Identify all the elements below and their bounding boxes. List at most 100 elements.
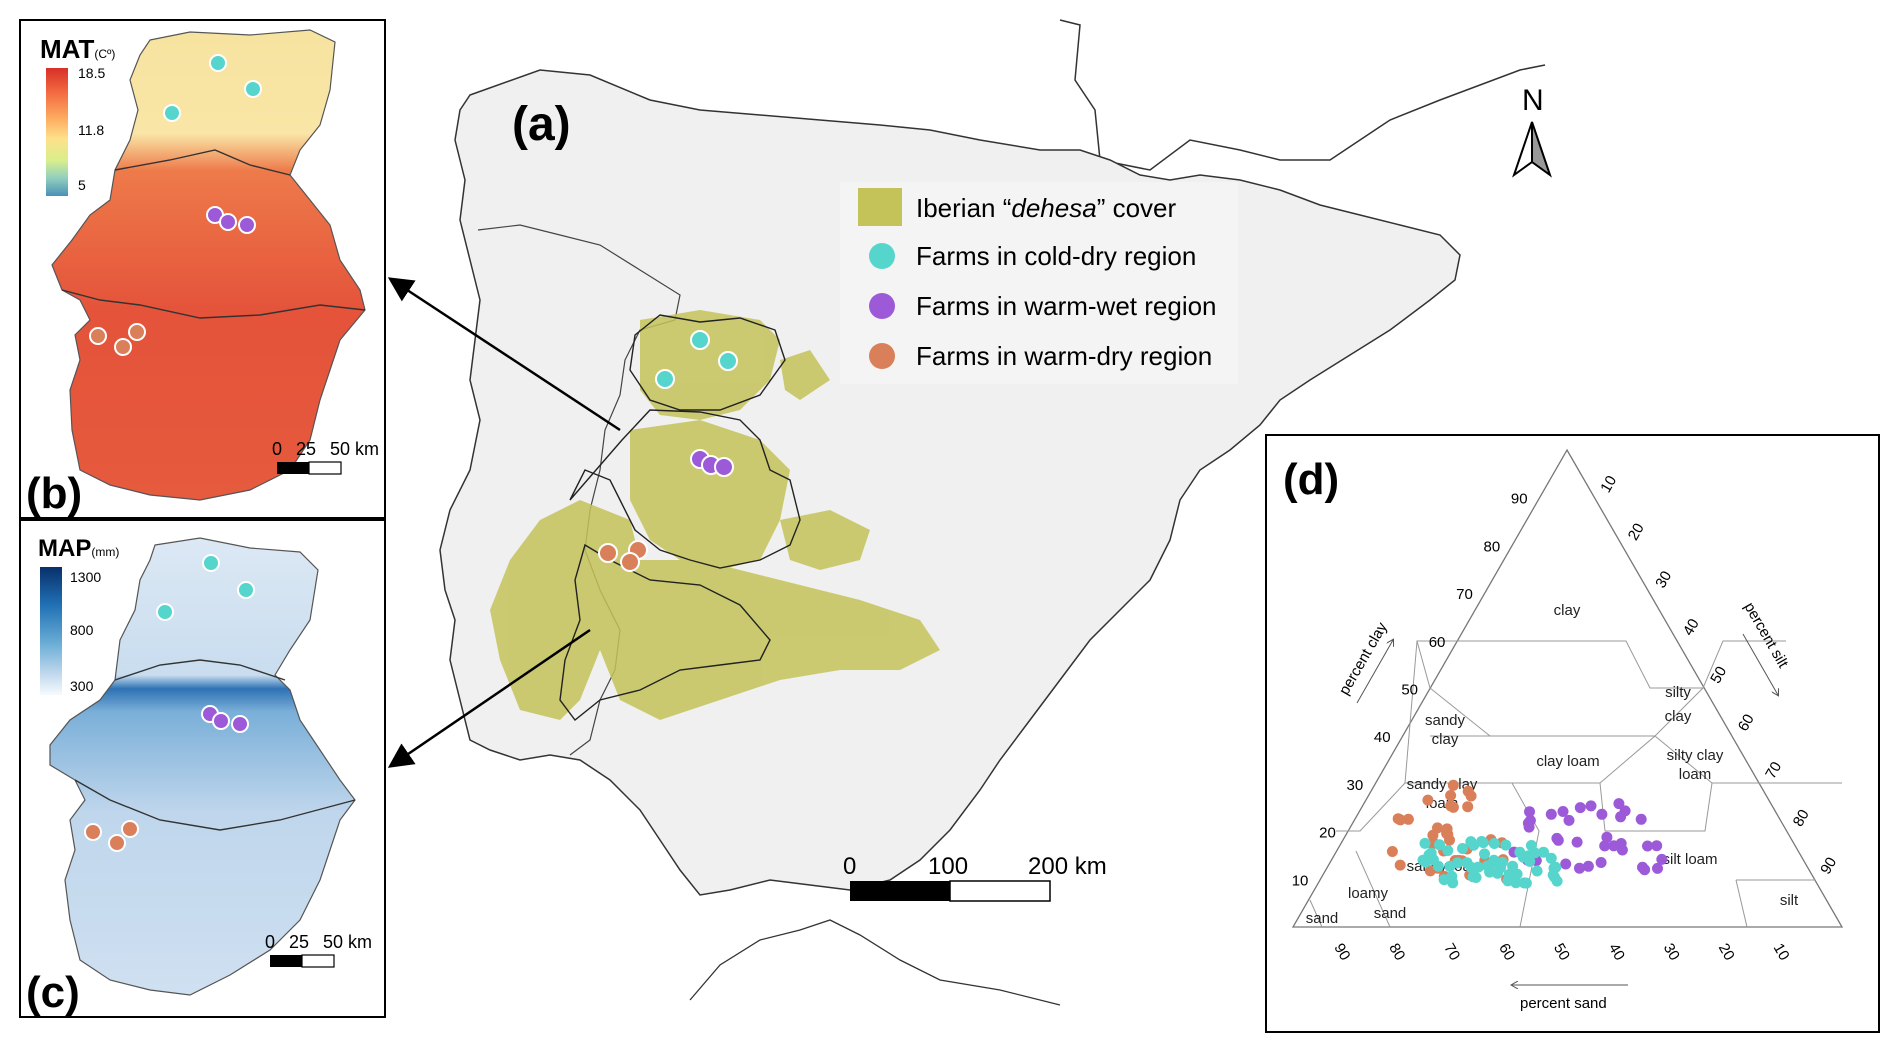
farm-cold-dry: [718, 351, 738, 371]
soil-sample-cold: [1517, 851, 1529, 863]
soil-sample-wet: [1599, 840, 1611, 852]
soil-sample-points: [1386, 779, 1668, 889]
soil-sample-cold: [1467, 871, 1479, 883]
soil-sample-dry: [1462, 785, 1474, 797]
france-coastline: [1059, 19, 1546, 171]
clay-tick-label: 70: [1456, 586, 1473, 603]
soil-sample-wet: [1582, 860, 1594, 872]
axis-title-sand: percent sand: [1520, 995, 1607, 1012]
soil-sample-wet: [1639, 864, 1651, 876]
soil-sample-dry: [1427, 829, 1439, 841]
soil-sample-dry: [1402, 813, 1414, 825]
clay-tick-label: 80: [1484, 538, 1501, 555]
map-region-border: [114, 659, 286, 681]
sand-tick-label: 50: [1550, 941, 1573, 964]
soil-sample-dry: [1447, 801, 1459, 813]
soil-sample-wet: [1523, 821, 1535, 833]
mat-region-map: [51, 29, 366, 501]
soil-sample-cold: [1476, 836, 1488, 847]
soil-sample-cold: [1511, 868, 1523, 880]
map-scale-tick-25: 25: [289, 932, 309, 952]
soil-sample-wet: [1656, 853, 1668, 865]
soil-sample-cold: [1500, 839, 1512, 851]
soil-sample-dry: [1462, 801, 1474, 813]
soil-sample-cold: [1447, 877, 1459, 889]
soil-sample-cold: [1434, 839, 1445, 851]
farm-warm-wet: [212, 712, 230, 730]
farm-warm-wet: [231, 715, 249, 733]
main-map-farms: [598, 330, 738, 572]
main-map: (a) N Iberian “dehesa” cover Farms in co…: [387, 19, 1552, 1006]
soil-sample-cold: [1545, 852, 1557, 864]
mat-title: MAT(Cº): [40, 34, 115, 64]
soil-sample-wet: [1616, 844, 1628, 856]
farm-cold-dry: [690, 330, 710, 350]
soil-sample-wet: [1652, 862, 1663, 874]
main-scale-tick-100: 100: [928, 853, 968, 880]
farm-cold-dry: [156, 603, 174, 621]
panel-a-label: (a): [512, 98, 571, 151]
clay-tick-label: 30: [1347, 777, 1364, 794]
soil-sample-wet: [1619, 805, 1631, 817]
soil-sample-cold: [1438, 874, 1450, 886]
soil-sample-cold: [1503, 869, 1515, 880]
mat-region-border: [114, 149, 291, 176]
farm-warm-dry: [620, 552, 640, 572]
soil-sample-wet: [1651, 840, 1663, 852]
main-scale-tick-200: 200 km: [1028, 853, 1107, 880]
main-scale-bar: 0 100 200 km: [843, 853, 1107, 902]
soil-sample-cold: [1472, 861, 1484, 873]
farm-warm-dry: [598, 543, 618, 563]
sand-tick-label: 30: [1660, 941, 1683, 964]
panel-b-mat: MAT(Cº) 18.5 11.8 5 0 25 50 km (b): [19, 19, 386, 519]
map-colorbar-tick-mid: 800: [70, 622, 94, 638]
soil-sample-wet: [1613, 798, 1625, 810]
mat-region-border-2: [61, 289, 366, 319]
farm-warm-wet: [714, 457, 734, 477]
clay-tick-label: 10: [1292, 872, 1309, 889]
soil-sample-cold: [1479, 848, 1490, 860]
soil-sample-dry: [1444, 834, 1455, 846]
farm-warm-dry: [114, 338, 132, 356]
soil-sample-wet: [1595, 857, 1607, 868]
farm-cold-dry: [163, 104, 181, 122]
mat-colorbar-tick-min: 5: [78, 177, 86, 193]
class-clay-loam: clay loam: [1536, 753, 1599, 770]
class-sandy-clay: sandy clay: [1425, 712, 1466, 748]
sand-tick-label: 80: [1385, 941, 1408, 964]
soil-sample-cold: [1457, 843, 1468, 854]
map-title: MAP(mm): [38, 535, 119, 562]
soil-sample-cold: [1419, 837, 1431, 849]
farm-warm-dry: [128, 323, 146, 341]
soil-sample-dry: [1394, 814, 1406, 826]
sand-tick-label: 10: [1770, 941, 1793, 964]
soil-sample-wet: [1551, 832, 1563, 844]
soil-sample-cold: [1427, 854, 1439, 866]
legend: Iberian “dehesa” cover Farms in cold-dry…: [840, 182, 1238, 384]
sand-tick-label: 70: [1440, 941, 1463, 964]
triangle-class-lines: [1309, 640, 1842, 928]
axis-arrow-clay: [1356, 640, 1393, 704]
north-arrow-label: N: [1522, 84, 1544, 117]
soil-sample-cold: [1484, 866, 1496, 878]
soil-sample-wet: [1585, 800, 1597, 812]
farm-warm-dry: [84, 823, 102, 841]
soil-sample-cold: [1442, 845, 1454, 856]
legend-label-dehesa: Iberian “dehesa” cover: [916, 193, 1177, 223]
silt-axis-ticks: 10 20 30 40 50 60 70 80 90: [1597, 473, 1840, 878]
silt-tick-label: 50: [1707, 664, 1730, 687]
silt-tick-label: 10: [1597, 473, 1620, 496]
soil-sample-wet: [1557, 806, 1569, 817]
class-sand: sand: [1306, 910, 1339, 927]
farm-cold-dry: [209, 54, 227, 72]
mat-colorbar-tick-max: 18.5: [78, 65, 105, 81]
silt-tick-label: 30: [1652, 568, 1675, 591]
legend-swatch-warm-wet: [869, 293, 895, 319]
soil-sample-wet: [1545, 808, 1557, 820]
soil-sample-wet: [1524, 806, 1535, 818]
class-clay: clay: [1554, 602, 1581, 619]
soil-sample-wet: [1596, 808, 1608, 820]
soil-sample-wet: [1571, 836, 1583, 848]
africa-coastline: [689, 919, 1061, 1006]
